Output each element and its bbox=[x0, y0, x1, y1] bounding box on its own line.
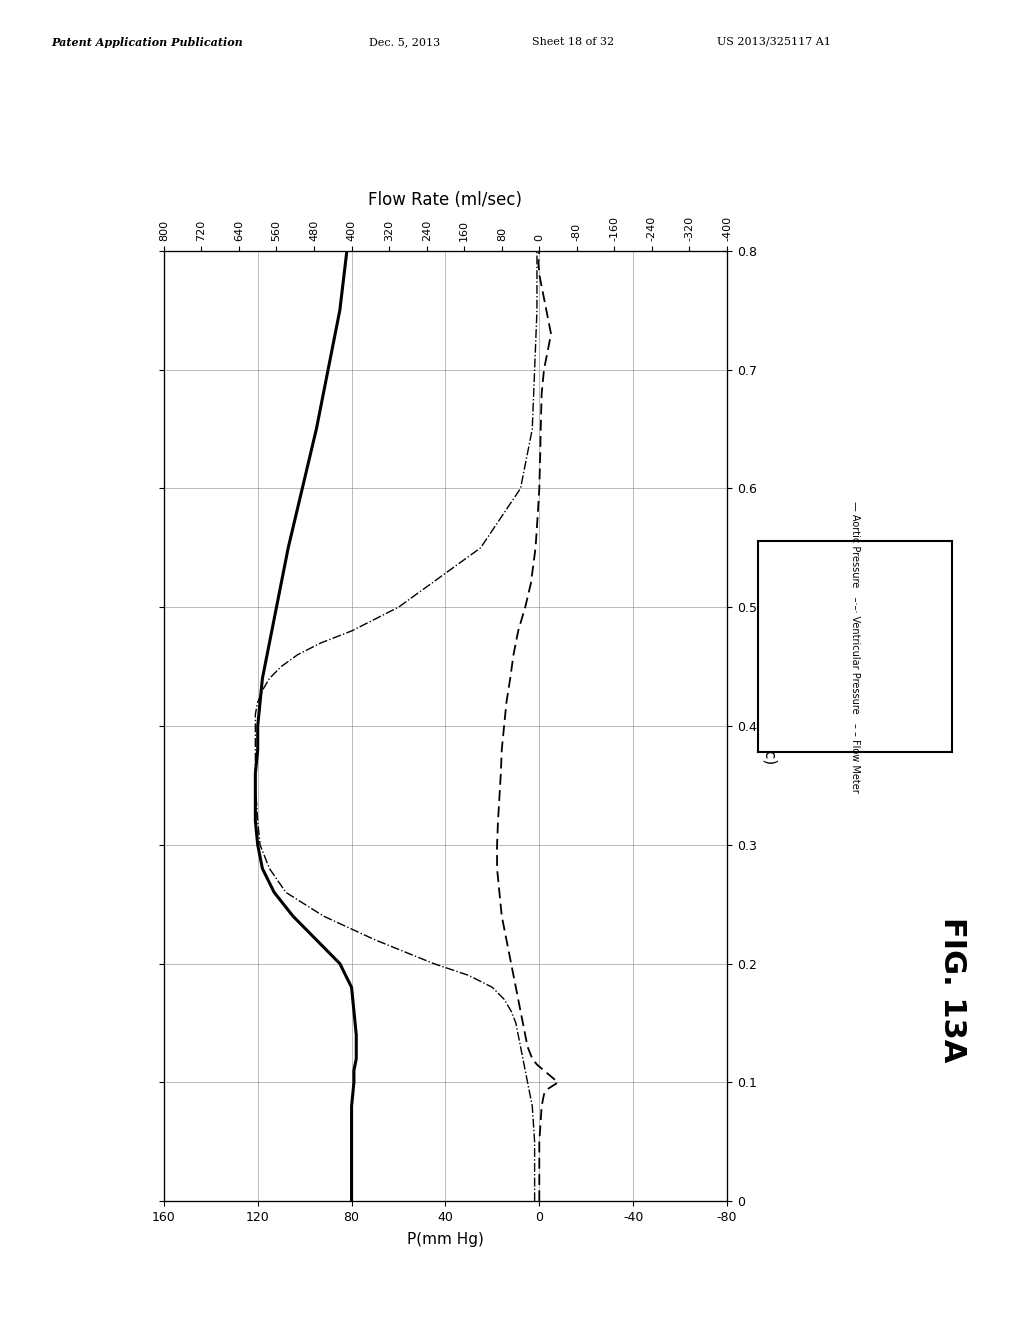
Text: Sheet 18 of 32: Sheet 18 of 32 bbox=[532, 37, 614, 48]
Text: Dec. 5, 2013: Dec. 5, 2013 bbox=[369, 37, 440, 48]
Text: — Aortic Pressure   –·–· Ventricular Pressure   – – Flow Meter: — Aortic Pressure –·–· Ventricular Press… bbox=[850, 500, 860, 793]
Text: US 2013/325117 A1: US 2013/325117 A1 bbox=[717, 37, 830, 48]
X-axis label: P(mm Hg): P(mm Hg) bbox=[407, 1233, 484, 1247]
Text: FIG. 13A: FIG. 13A bbox=[938, 917, 967, 1063]
Y-axis label: time (sec): time (sec) bbox=[763, 688, 777, 764]
X-axis label: Flow Rate (ml/sec): Flow Rate (ml/sec) bbox=[369, 190, 522, 209]
Text: Patent Application Publication: Patent Application Publication bbox=[51, 37, 243, 48]
